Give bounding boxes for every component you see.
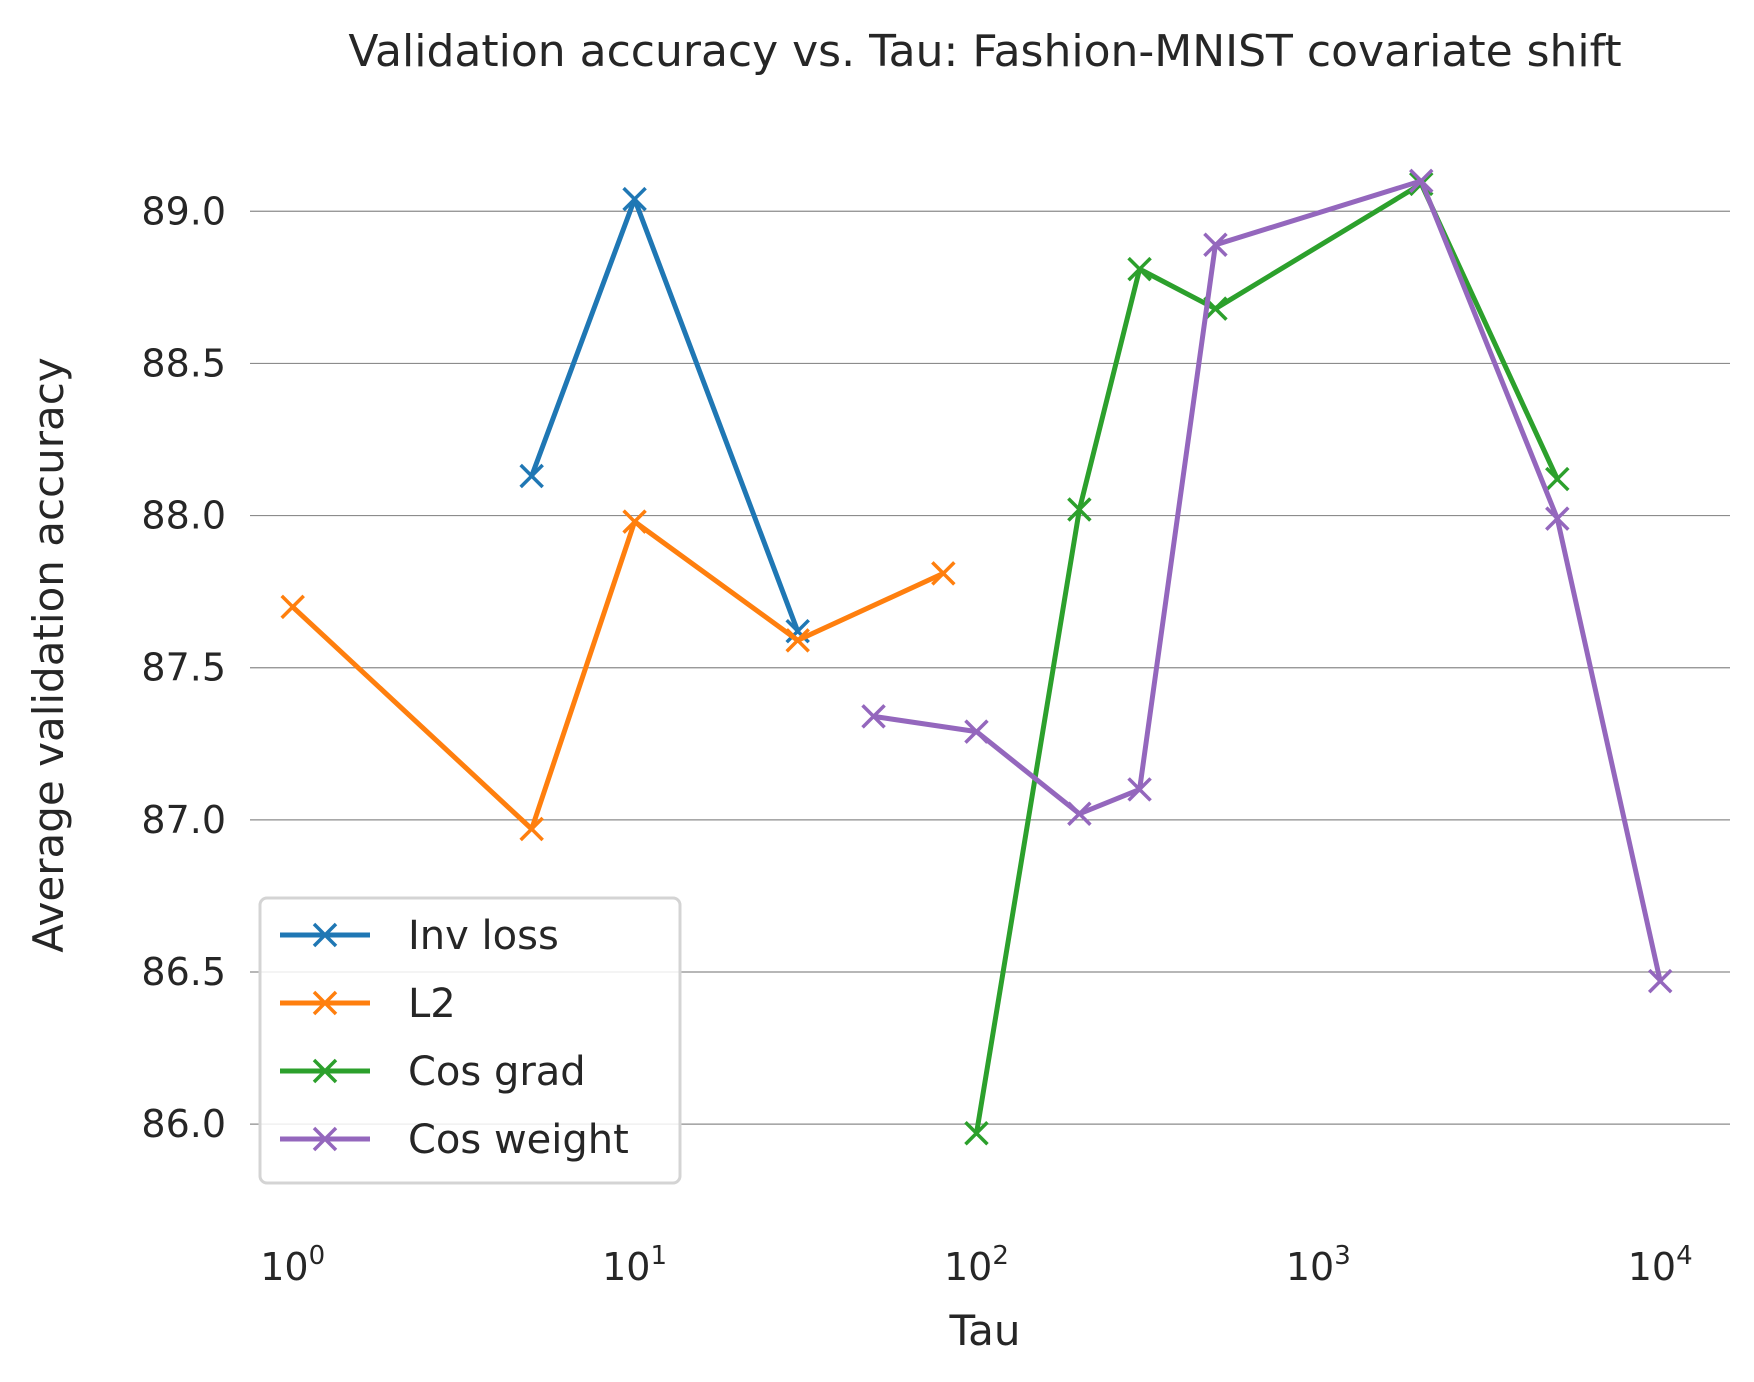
- data-point-marker: [861, 704, 886, 729]
- x-tick-base: 10: [260, 1245, 308, 1289]
- data-point-marker: [1409, 168, 1434, 194]
- legend-item: Cos weight: [280, 1117, 629, 1163]
- legend-marker: [312, 922, 338, 948]
- data-point-marker: [964, 1121, 989, 1146]
- x-tick-label: 103: [1286, 1241, 1351, 1289]
- y-tick-label: 86.5: [141, 950, 226, 994]
- legend-label: Cos grad: [408, 1049, 586, 1095]
- y-tick-label: 88.5: [141, 341, 226, 385]
- series-line: [871, 178, 1663, 984]
- data-point-marker: [280, 594, 305, 620]
- x-tick-exponent: 0: [309, 1241, 326, 1271]
- x-tick-label: 100: [260, 1241, 325, 1289]
- data-point-marker: [1127, 777, 1152, 802]
- x-tick-base: 10: [1628, 1245, 1676, 1289]
- x-tick-base: 10: [602, 1245, 650, 1289]
- data-point-marker: [1127, 256, 1152, 282]
- x-axis-ticks: 100 101 102 103 104: [260, 1241, 1692, 1289]
- data-point-marker: [519, 463, 544, 489]
- data-point-marker: [1545, 466, 1570, 492]
- series-l2: [280, 509, 956, 842]
- chart-title: Validation accuracy vs. Tau: Fashion-MNI…: [348, 26, 1621, 77]
- data-point-marker: [785, 628, 810, 653]
- series-line: [974, 181, 1560, 1136]
- series-inv-loss: [519, 186, 810, 644]
- x-tick-base: 10: [1286, 1245, 1334, 1289]
- data-point-marker: [1203, 232, 1228, 257]
- legend-box: [258, 896, 682, 1185]
- x-tick-exponent: 4: [1676, 1241, 1693, 1271]
- x-tick-base: 10: [944, 1245, 992, 1289]
- legend-marker: [312, 990, 338, 1016]
- y-axis-ticks: 86.0 86.5 87.0 87.5 88.0 88.5 89.0: [141, 189, 226, 1146]
- x-tick-exponent: 1: [650, 1241, 667, 1271]
- x-tick-label: 104: [1628, 1241, 1693, 1289]
- legend-item: Cos grad: [280, 1049, 586, 1095]
- legend-item: L2: [280, 981, 456, 1027]
- x-tick-exponent: 2: [992, 1241, 1009, 1271]
- data-point-marker: [931, 561, 956, 586]
- data-point-marker: [622, 509, 647, 534]
- series-line: [529, 196, 801, 634]
- series-line: [290, 519, 946, 832]
- x-tick-exponent: 3: [1334, 1241, 1351, 1271]
- y-tick-label: 86.0: [141, 1102, 226, 1146]
- x-tick-label: 102: [944, 1241, 1009, 1289]
- data-point-marker: [1067, 497, 1092, 522]
- data-point-marker: [1647, 968, 1673, 994]
- legend: Inv loss L2 Cos grad Cos weight: [258, 896, 682, 1185]
- legend-item: Inv loss: [280, 913, 559, 959]
- data-point-marker: [519, 816, 544, 842]
- y-tick-label: 88.0: [141, 494, 226, 538]
- series-layer: [280, 168, 1673, 1146]
- data-point-marker: [964, 719, 989, 744]
- data-point-marker: [1067, 801, 1092, 827]
- x-tick-label: 101: [602, 1241, 667, 1289]
- series-cos-weight: [861, 168, 1673, 994]
- y-tick-label: 87.5: [141, 646, 226, 690]
- y-axis-label: Average validation accuracy: [24, 357, 73, 952]
- legend-marker: [312, 1126, 338, 1152]
- legend-marker: [312, 1058, 338, 1084]
- legend-label: Inv loss: [408, 913, 559, 959]
- y-tick-label: 89.0: [141, 189, 226, 233]
- legend-label: L2: [408, 981, 456, 1027]
- x-axis-label: Tau: [948, 1306, 1020, 1355]
- data-point-marker: [1545, 506, 1570, 531]
- y-tick-label: 87.0: [141, 798, 226, 842]
- data-point-marker: [622, 186, 647, 212]
- legend-label: Cos weight: [408, 1117, 629, 1163]
